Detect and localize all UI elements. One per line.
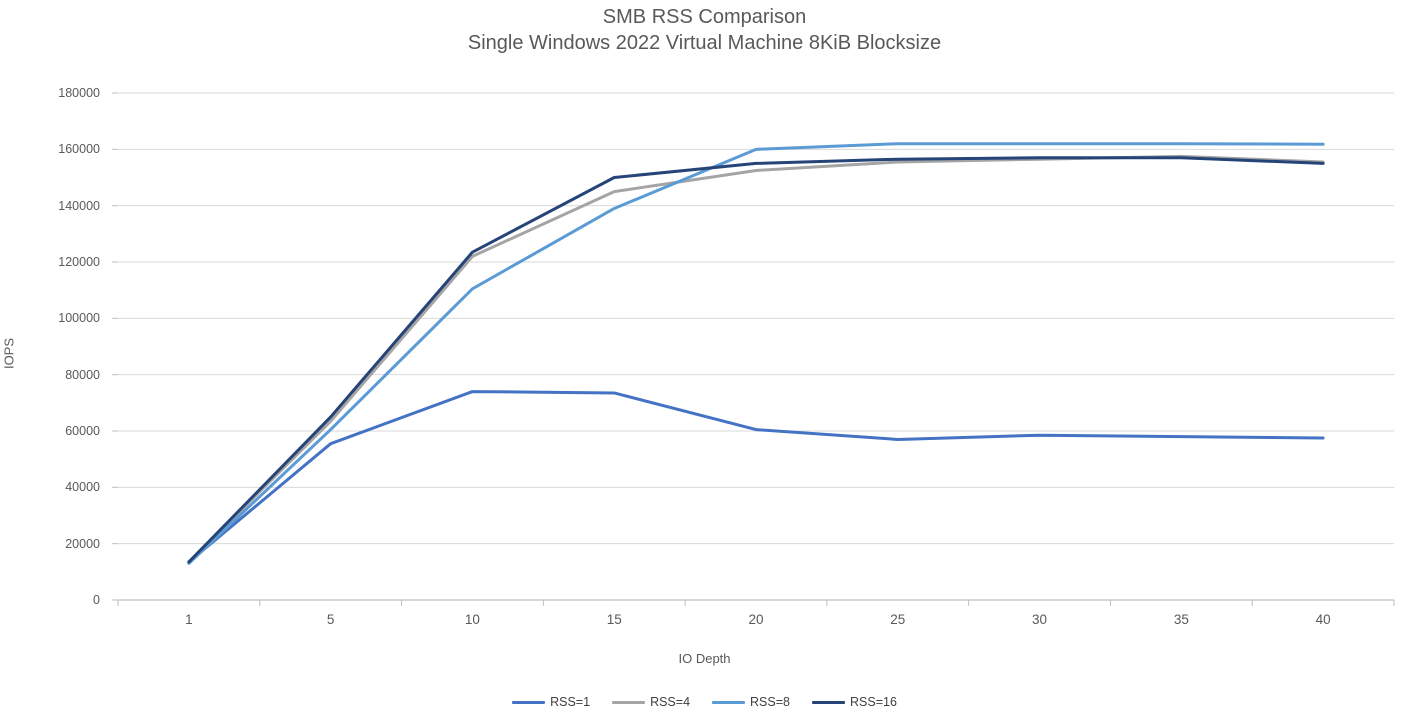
x-tick-label: 15 bbox=[606, 612, 622, 627]
y-tick-label: 100000 bbox=[58, 311, 100, 326]
legend-swatch-icon bbox=[812, 700, 845, 704]
x-tick-label: 5 bbox=[326, 612, 335, 627]
x-axis-title: IO Depth bbox=[678, 651, 731, 666]
y-tick-label: 180000 bbox=[58, 86, 100, 100]
legend: RSS=1 RSS=4 RSS=8 RSS=16 bbox=[0, 695, 1409, 709]
x-tick-label: 1 bbox=[185, 612, 193, 627]
x-tick-label: 30 bbox=[1032, 612, 1048, 627]
x-tick-label: 35 bbox=[1173, 612, 1189, 627]
series-line-rss-16 bbox=[187, 156, 1325, 564]
chart-subtitle: Single Windows 2022 Virtual Machine 8KiB… bbox=[467, 32, 942, 54]
x-tick-label: 40 bbox=[1315, 612, 1331, 627]
y-tick-label: 120000 bbox=[58, 255, 100, 269]
series-line-rss-1 bbox=[187, 390, 1325, 564]
legend-item: RSS=8 bbox=[712, 695, 790, 709]
y-tick-label: 20000 bbox=[65, 536, 100, 551]
legend-item: RSS=16 bbox=[812, 695, 897, 709]
legend-label: RSS=16 bbox=[850, 695, 897, 709]
y-tick-label: 60000 bbox=[65, 424, 100, 438]
legend-item: RSS=4 bbox=[612, 695, 690, 709]
legend-swatch-icon bbox=[712, 700, 746, 704]
x-tick-label: 20 bbox=[748, 612, 764, 627]
y-tick-label: 80000 bbox=[65, 367, 100, 382]
y-tick-label: 0 bbox=[93, 593, 100, 607]
legend-item: RSS=1 bbox=[512, 695, 590, 709]
series-line-rss-8 bbox=[187, 142, 1325, 565]
y-tick-label: 140000 bbox=[58, 198, 100, 213]
legend-label: RSS=4 bbox=[650, 695, 691, 709]
series-line-rss-4 bbox=[187, 154, 1325, 564]
y-tick-label: 40000 bbox=[65, 480, 100, 495]
y-axis-title: IOPS bbox=[1, 337, 17, 370]
legend-swatch-icon bbox=[512, 700, 546, 704]
chart-title: SMB RSS Comparison bbox=[602, 6, 807, 28]
y-tick-label: 160000 bbox=[58, 142, 100, 157]
legend-label: RSS=1 bbox=[550, 695, 591, 709]
x-tick-label: 10 bbox=[464, 612, 480, 627]
legend-label: RSS=8 bbox=[750, 695, 790, 709]
legend-swatch-icon bbox=[612, 700, 646, 704]
x-tick-label: 25 bbox=[890, 612, 906, 627]
